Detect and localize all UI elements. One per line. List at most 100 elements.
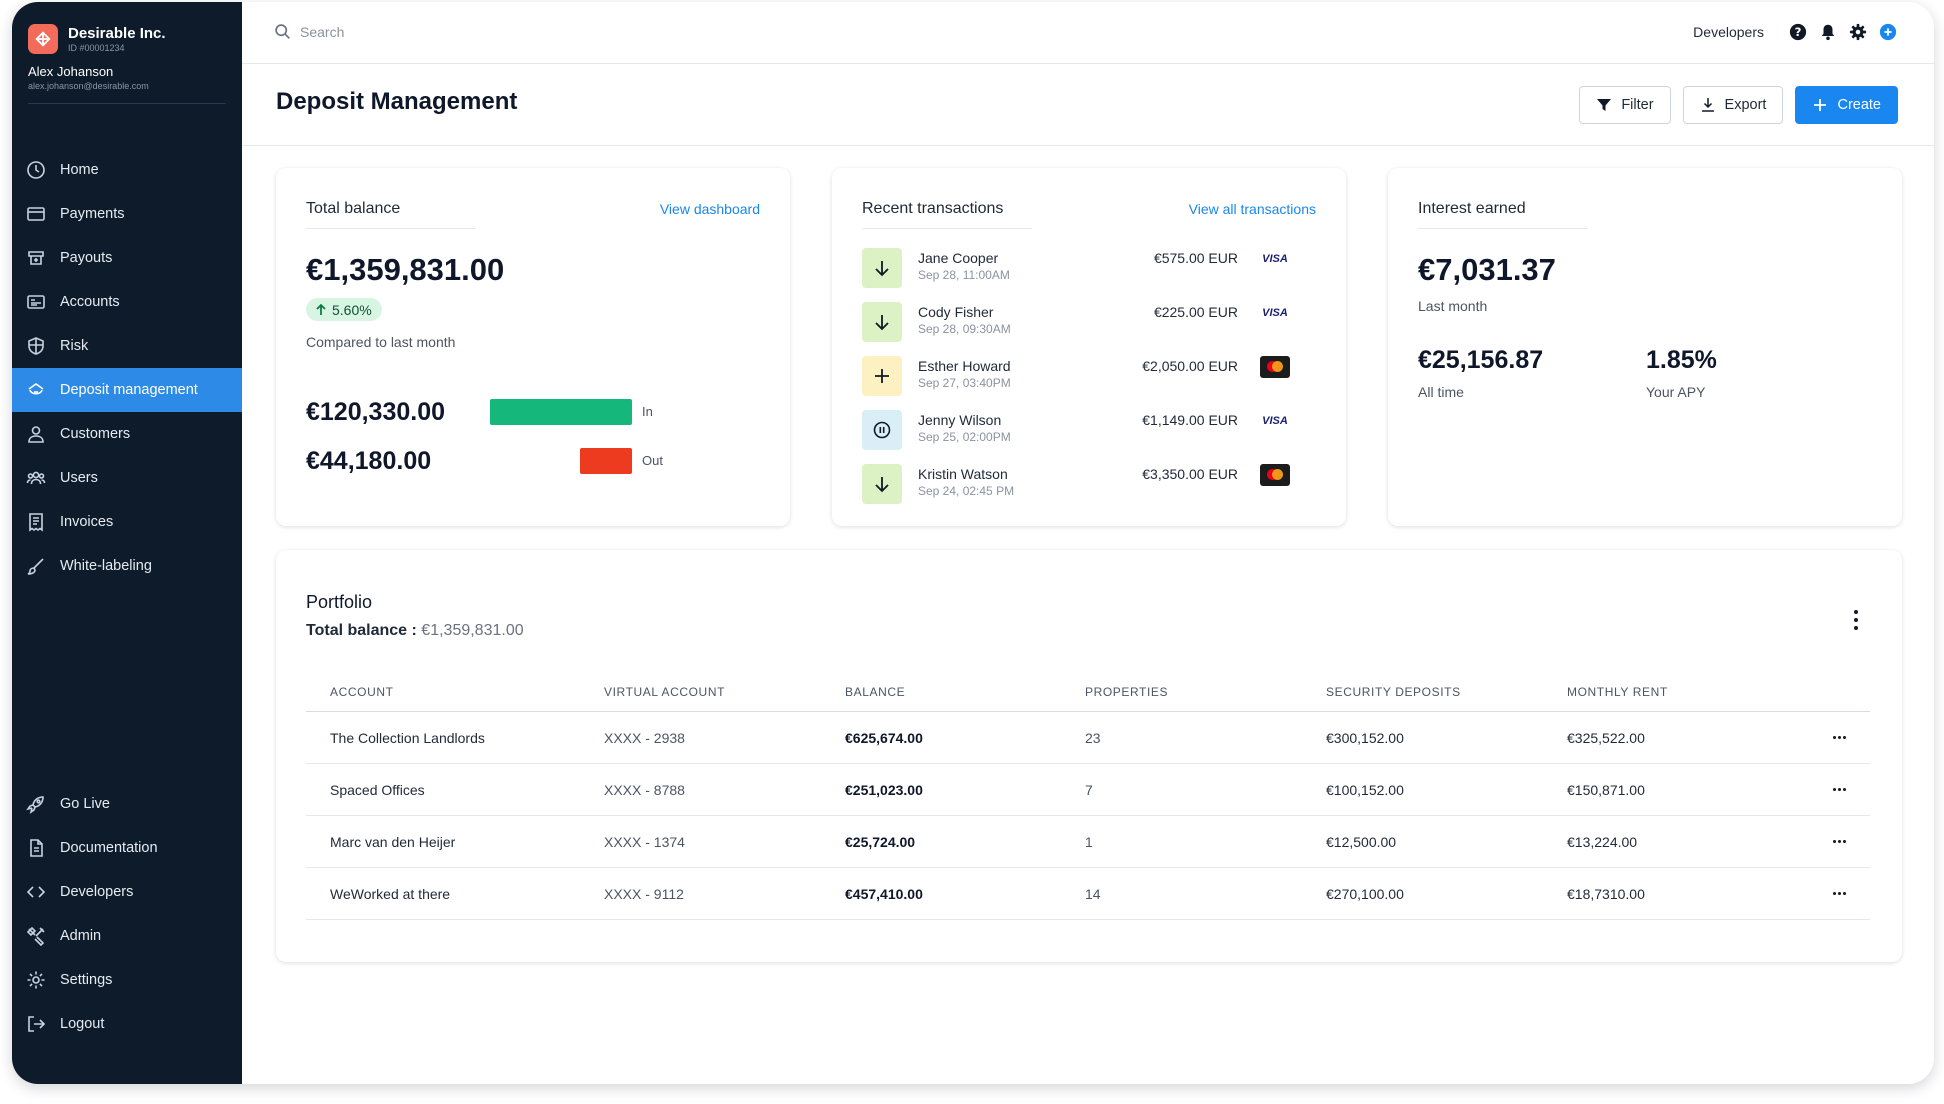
sidebar-item-developers[interactable]: Developers — [12, 870, 242, 914]
in-label: In — [642, 404, 653, 419]
users-icon — [26, 471, 46, 485]
sidebar-item-admin[interactable]: Admin — [12, 914, 242, 958]
user-icon — [28, 426, 44, 443]
transaction-row[interactable]: Kristin Watson Sep 24, 02:45 PM €3,350.00 … — [862, 464, 1318, 510]
transaction-row[interactable]: Jenny Wilson Sep 25, 02:00PM €1,149.00 EUR… — [862, 410, 1318, 456]
transaction-date: Sep 28, 09:30AM — [918, 322, 1011, 336]
table-row[interactable]: WeWorked at there XXXX - 9112 €457,410.00 1… — [306, 868, 1870, 920]
virtual-account-cell: XXXX - 8788 — [604, 781, 685, 798]
plus-icon — [1814, 99, 1827, 111]
gear-icon[interactable] — [1848, 22, 1868, 42]
all-time-amount: €25,156.87 — [1418, 346, 1544, 374]
topbar: Search Developers ? — [242, 2, 1934, 64]
portfolio-total-balance: Total balance : €1,359,831.00 — [306, 622, 524, 640]
interest-earned-card: Interest earned €7,031.37 Last month €25… — [1388, 168, 1902, 526]
document-icon — [30, 839, 43, 857]
home-icon — [27, 161, 45, 179]
transaction-amount: €225.00 EUR — [1153, 304, 1238, 320]
sidebar-item-home[interactable]: Home — [12, 148, 242, 192]
sidebar-item-accounts[interactable]: Accounts — [12, 280, 242, 324]
sidebar-item-settings[interactable]: Settings — [12, 958, 242, 1002]
shield-icon — [28, 337, 44, 355]
column-header-monthly-rent[interactable]: MONTHLY RENT — [1567, 684, 1668, 699]
more-horizontal-icon[interactable] — [1831, 840, 1846, 843]
logout-icon — [28, 1016, 46, 1032]
out-bar — [580, 448, 632, 474]
account-name-cell: Spaced Offices — [330, 781, 425, 798]
user-profile[interactable]: Alex Johanson alex.johanson@desirable.co… — [28, 64, 226, 104]
transaction-date: Sep 25, 02:00PM — [918, 430, 1011, 444]
add-circle-icon[interactable] — [1878, 22, 1898, 42]
sidebar-item-deposit-management[interactable]: Deposit management — [12, 368, 242, 412]
sidebar-item-users[interactable]: Users — [12, 456, 242, 500]
card-title: Recent transactions — [862, 200, 1032, 229]
more-horizontal-icon[interactable] — [1831, 892, 1846, 895]
export-button[interactable]: Export — [1682, 86, 1784, 124]
table-row[interactable]: Spaced Offices XXXX - 8788 €251,023.00 7 €10… — [306, 764, 1870, 816]
developers-link[interactable]: Developers — [1693, 24, 1764, 40]
deposit-icon — [28, 383, 44, 395]
more-horizontal-icon[interactable] — [1831, 788, 1846, 791]
transaction-amount: €3,350.00 EUR — [1142, 466, 1238, 482]
sidebar-item-label: White-labeling — [60, 558, 152, 574]
create-button[interactable]: Create — [1795, 86, 1898, 124]
sidebar-item-go-live[interactable]: Go Live — [12, 782, 242, 826]
sidebar-item-logout[interactable]: Logout — [12, 1002, 242, 1046]
transaction-row[interactable]: Jane Cooper Sep 28, 11:00AM €575.00 EUR VIS… — [862, 248, 1318, 294]
main-content: Search Developers ? Deposit Management — [242, 2, 1934, 1084]
balance-cell: €625,674.00 — [845, 729, 923, 746]
visa-logo-text: VISA — [1262, 307, 1288, 319]
filter-button-label: Filter — [1621, 97, 1654, 113]
more-horizontal-icon[interactable] — [1831, 736, 1846, 739]
security-deposits-cell: €12,500.00 — [1326, 833, 1397, 850]
sidebar-item-risk[interactable]: Risk — [12, 324, 242, 368]
sidebar-item-label: Logout — [60, 1016, 105, 1032]
monthly-rent-cell: €13,224.00 — [1567, 833, 1638, 850]
all-time-label: All time — [1418, 384, 1464, 400]
more-vertical-icon[interactable] — [1846, 610, 1866, 630]
table-row[interactable]: The Collection Landlords XXXX - 2938 €625,… — [306, 712, 1870, 764]
user-name: Alex Johanson — [28, 64, 114, 79]
sidebar: Desirable Inc. ID #00001234 Alex Johanso… — [12, 2, 242, 1084]
sidebar-item-label: Invoices — [60, 514, 114, 530]
view-all-transactions-link[interactable]: View all transactions — [1188, 201, 1316, 217]
bell-icon[interactable] — [1818, 22, 1838, 42]
transaction-row[interactable]: Cody Fisher Sep 28, 09:30AM €225.00 EUR VIS… — [862, 302, 1318, 348]
transaction-name: Jane Cooper — [918, 250, 999, 266]
create-button-label: Create — [1837, 97, 1881, 113]
sidebar-item-payments[interactable]: Payments — [12, 192, 242, 236]
visa-logo-text: VISA — [1262, 415, 1288, 427]
sidebar-item-customers[interactable]: Customers — [12, 412, 242, 456]
balance-cell: €457,410.00 — [845, 885, 923, 902]
compare-text: Compared to last month — [306, 334, 456, 350]
column-header-virtual-account[interactable]: VIRTUAL ACCOUNT — [604, 684, 726, 699]
sidebar-item-label: Admin — [60, 928, 102, 944]
in-bar — [490, 399, 632, 425]
view-dashboard-link[interactable]: View dashboard — [659, 201, 760, 217]
search-input[interactable]: Search — [274, 23, 344, 40]
export-button-label: Export — [1724, 97, 1767, 113]
transaction-name: Jenny Wilson — [918, 412, 1002, 428]
column-header-balance[interactable]: BALANCE — [845, 684, 906, 699]
sidebar-item-label: Home — [60, 162, 99, 178]
column-header-properties[interactable]: PROPERTIES — [1085, 684, 1169, 699]
transaction-row[interactable]: Esther Howard Sep 27, 03:40PM €2,050.00 EU… — [862, 356, 1318, 402]
balance-cell: €251,023.00 — [845, 781, 923, 798]
interest-period-label: Last month — [1418, 298, 1488, 314]
sidebar-item-white-labeling[interactable]: White-labeling — [12, 544, 242, 588]
org-id: ID #00001234 — [68, 42, 125, 53]
sidebar-item-documentation[interactable]: Documentation — [12, 826, 242, 870]
help-icon[interactable]: ? — [1788, 22, 1808, 42]
org-switcher[interactable]: Desirable Inc. ID #00001234 — [28, 24, 166, 54]
column-header-security-deposits[interactable]: SECURITY DEPOSITS — [1326, 684, 1461, 699]
transaction-name: Esther Howard — [918, 358, 1011, 374]
monthly-rent-cell: €18,7310.00 — [1567, 885, 1645, 902]
sidebar-nav-primary: Home Payments Payouts Accounts Risk Depo… — [12, 148, 242, 588]
sidebar-item-label: Settings — [60, 972, 113, 988]
table-row[interactable]: Marc van den Heijer XXXX - 1374 €25,724.00… — [306, 816, 1870, 868]
filter-button[interactable]: Filter — [1579, 86, 1671, 124]
sidebar-item-invoices[interactable]: Invoices — [12, 500, 242, 544]
column-header-account[interactable]: ACCOUNT — [330, 684, 394, 699]
security-deposits-cell: €300,152.00 — [1326, 729, 1404, 746]
sidebar-item-payouts[interactable]: Payouts — [12, 236, 242, 280]
